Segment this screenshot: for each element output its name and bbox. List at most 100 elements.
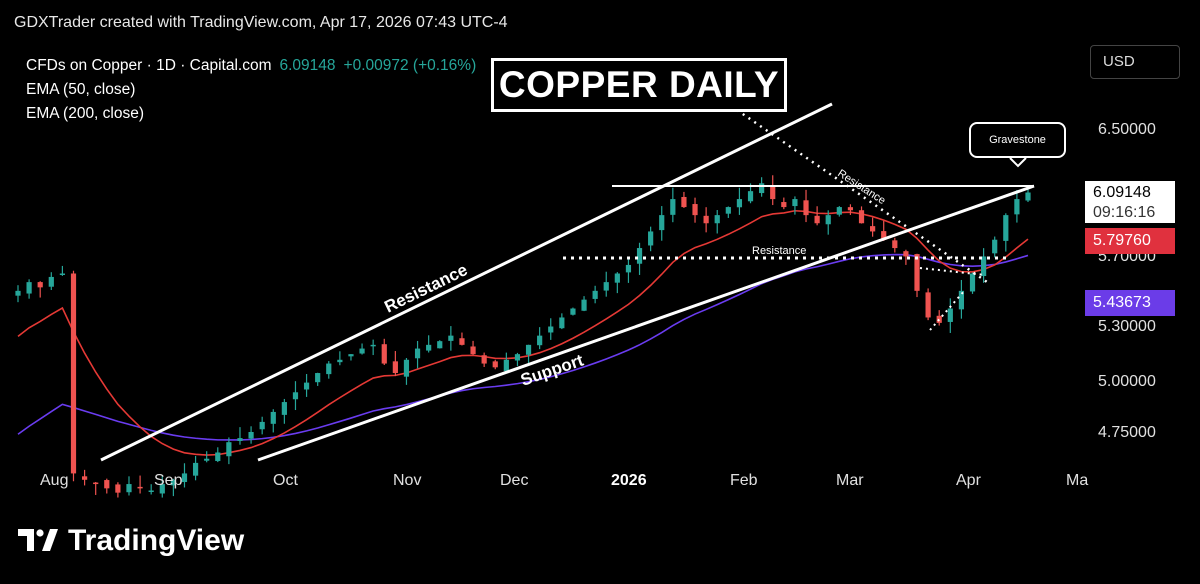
label-resistance-dotted: Resistance	[835, 167, 887, 207]
ema200-legend[interactable]: EMA (200, close)	[26, 105, 145, 122]
candle-body	[958, 290, 965, 310]
candle-body	[881, 231, 887, 240]
candle-body	[814, 215, 820, 224]
candle-body	[603, 282, 609, 291]
last-price-tag-value: 6.09148	[1093, 184, 1151, 201]
x-tick: Oct	[273, 472, 298, 489]
candle-body	[215, 452, 221, 462]
candle-body	[825, 215, 831, 225]
x-tick: Ma	[1066, 472, 1089, 489]
candle-body	[781, 202, 787, 208]
tradingview-logo-icon	[18, 529, 58, 551]
ema50-price-tag: 5.79760	[1085, 228, 1175, 254]
candle-body	[903, 251, 909, 257]
candle-body	[981, 256, 987, 277]
x-tick: Nov	[393, 472, 422, 489]
y-tick: 5.30000	[1098, 318, 1156, 335]
candle-body	[503, 359, 509, 372]
candle-body	[315, 373, 321, 383]
candle-body	[925, 292, 931, 318]
candle-body	[969, 273, 976, 292]
candle-body	[426, 344, 432, 351]
candle-body	[126, 484, 132, 493]
currency-button[interactable]: USD	[1090, 45, 1180, 79]
x-tick: Feb	[730, 472, 758, 489]
candle-body	[1003, 215, 1009, 241]
candle-body	[303, 382, 310, 390]
chart-legend: CFDs on Copper · 1D · Capital.com 6.09148…	[26, 54, 476, 126]
candle-body	[359, 348, 365, 354]
x-tick: Aug	[40, 472, 69, 489]
ema50-line	[17, 209, 1029, 456]
symbol-label[interactable]: CFDs on Copper · 1D · Capital.com	[26, 57, 272, 74]
y-tick: 5.00000	[1098, 373, 1156, 390]
candle-body	[370, 344, 376, 347]
candle-body	[581, 299, 587, 311]
candle-body	[104, 480, 110, 489]
ema200-line	[17, 253, 1029, 441]
candle-body	[93, 482, 99, 485]
candle-body	[703, 215, 709, 224]
x-tick: Apr	[956, 472, 981, 489]
candle-body	[159, 484, 165, 494]
tradingview-logo-text: TradingView	[68, 524, 245, 557]
candle-body	[803, 200, 809, 216]
candle-body	[37, 282, 43, 288]
candle-body	[326, 363, 332, 375]
label-resistance-channel: Resistance	[381, 260, 470, 316]
candle-body	[115, 484, 121, 493]
y-tick: 6.50000	[1098, 121, 1156, 138]
label-resistance-horizontal: Resistance	[752, 245, 806, 257]
gravestone-callout: Gravestone	[969, 122, 1066, 158]
candle-body	[281, 402, 287, 415]
candle-body	[59, 273, 65, 276]
candle-body	[759, 183, 765, 194]
candle-body	[1025, 192, 1031, 201]
channel-resistance-line	[100, 102, 833, 462]
last-price: 6.09148	[279, 57, 336, 74]
candle-body	[736, 199, 743, 208]
candle-body	[459, 338, 465, 345]
candle-body	[148, 490, 154, 492]
candle-body	[870, 226, 876, 232]
channel-support-line	[257, 184, 1035, 462]
tradingview-logo[interactable]: TradingView	[18, 524, 244, 558]
candle-body	[514, 354, 521, 361]
candle-body	[792, 199, 798, 207]
x-tick: Dec	[500, 472, 529, 489]
candle-body	[181, 473, 188, 483]
attribution-header: GDXTrader created with TradingView.com, …	[14, 14, 508, 31]
candle-body	[170, 479, 176, 486]
candle-body	[403, 359, 410, 377]
candle-body	[947, 308, 953, 322]
last-price-tag: 6.09148 09:16:16	[1085, 181, 1175, 223]
candle-body	[681, 196, 687, 208]
candle-body	[248, 432, 254, 439]
candle-body	[348, 354, 354, 357]
candle-body	[381, 344, 387, 364]
candle-body	[414, 348, 421, 359]
countdown-tag: 09:16:16	[1093, 204, 1156, 221]
short-dotted-resistance	[919, 267, 986, 276]
candle-body	[648, 231, 654, 246]
candle-body	[226, 442, 232, 457]
candle-body	[570, 308, 576, 315]
candle-body	[670, 199, 676, 215]
candle-body	[437, 341, 443, 349]
candle-body	[537, 335, 543, 346]
candle-body	[636, 248, 643, 264]
candle-body	[259, 421, 265, 430]
candle-body	[714, 215, 720, 224]
candle-body	[492, 361, 498, 368]
candle-body	[392, 361, 398, 374]
candle-body	[836, 207, 842, 215]
candle-body	[292, 392, 299, 400]
candle-body	[48, 276, 54, 287]
descending-dotted-resistance	[736, 108, 988, 284]
ema50-legend[interactable]: EMA (50, close)	[26, 81, 136, 98]
candle-body	[204, 458, 210, 461]
x-tick: Mar	[836, 472, 864, 489]
candle-body	[847, 207, 854, 211]
candle-body	[548, 326, 554, 333]
